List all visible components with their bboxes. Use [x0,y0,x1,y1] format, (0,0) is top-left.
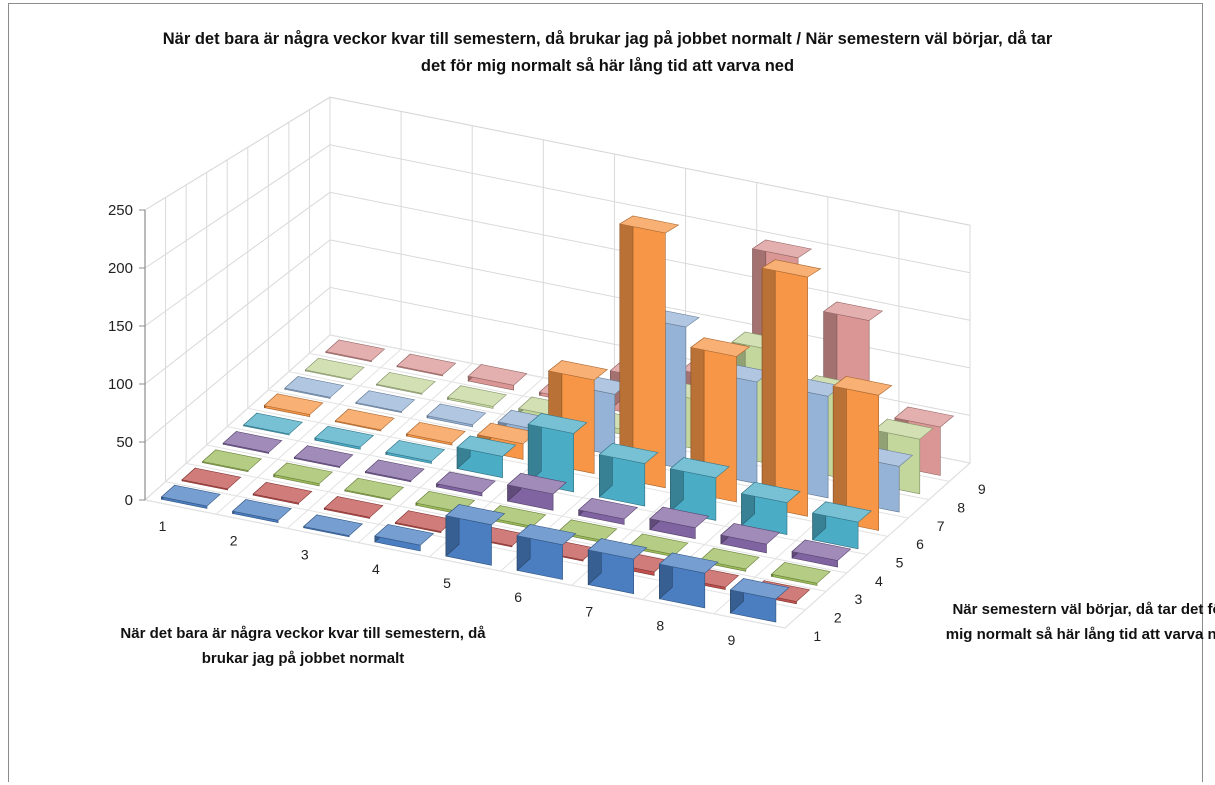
y-tick-label: 1 [813,628,821,644]
z-tick-label: 0 [125,492,133,509]
bar-x2-y6 [334,408,395,432]
gridline [358,377,544,544]
bar-x8-y5 [740,481,801,535]
bar-x6-y4 [578,497,639,525]
bar-x6-y1 [516,523,577,580]
chart-title: När det bara är några veckor kvar till s… [162,30,1053,75]
bar-x4-y1 [374,523,435,552]
x-tick-label: 8 [656,618,664,634]
gridline [286,363,473,529]
y-tick-label: 5 [896,555,904,571]
y-tick-label: 6 [916,536,924,552]
bar-x9-y1 [729,577,790,623]
bar-x4-y2 [394,510,455,534]
bar-x3-y4 [364,459,425,483]
x-tick-label: 7 [585,603,593,619]
gridline [206,444,847,574]
bar-x5-y4 [506,472,567,511]
bar-x4-y5 [456,435,517,479]
bar-x7-y5 [669,456,730,521]
x-tick-label: 9 [728,632,736,648]
bar-x9-y4 [791,539,852,568]
x-axis-ticks: 1 2 3 4 5 6 7 8 9 [159,518,736,648]
z-tick-label: 100 [108,376,133,393]
gridline [186,462,827,592]
gridline [144,499,786,629]
bar-x4-y4 [435,471,496,497]
x-tick-label: 2 [230,532,238,548]
x-tick-label: 1 [159,518,167,534]
bars [160,215,955,623]
bar-x1-y3 [201,449,262,473]
bar-x1-y8 [304,357,365,381]
bar-x1-y2 [181,467,242,491]
bar-x2-y8 [375,371,436,395]
bar-x3-y5 [385,439,446,464]
bar-x2-y5 [314,425,375,450]
bar-x2-y3 [273,462,334,487]
y-axis-title: När semestern väl börjar, då tar det för… [945,601,1215,643]
bar-x1-y9 [325,339,386,363]
bar-x5-y3 [486,504,547,529]
bar-x1-y7 [284,375,345,399]
bar-x3-y6 [405,421,466,446]
bar-x1-y1 [160,484,221,509]
z-tick-label: 50 [116,434,133,451]
bar-x3-y3 [344,477,405,501]
bar-x6-y6 [618,215,680,489]
gridline [784,462,971,629]
bar-x3-y9 [467,363,528,391]
y-tick-label: 9 [978,481,986,497]
x-tick-label: 6 [514,589,522,605]
x-tick-label: 3 [301,547,309,563]
bar-x3-y7 [426,403,487,428]
x-axis-title: När det bara är några veckor kvar till s… [120,625,486,667]
bar-x7-y4 [649,506,710,540]
bar-x8-y1 [658,552,719,609]
bar-x9-y6 [832,375,893,531]
y-tick-label: 8 [957,500,965,516]
z-tick-label: 150 [108,318,133,335]
bar-x1-y5 [243,412,304,436]
bar-x2-y4 [293,445,354,468]
x-tick-label: 5 [443,575,451,591]
bar-x2-y1 [231,498,292,523]
bar-x5-y1 [445,503,506,566]
y-tick-label: 4 [875,573,883,589]
gridline [144,334,331,501]
y-tick-label: 2 [834,610,842,626]
bar-x2-y2 [252,481,313,505]
bar-x2-y7 [355,390,416,413]
bar-x3-y2 [323,495,384,519]
y-tick-label: 7 [937,518,945,534]
bar-x7-y1 [587,537,648,595]
bar-x8-y4 [720,522,781,554]
bar-x2-y9 [396,353,457,377]
z-axis-ticks: 0 50 100 150 200 250 [108,202,146,509]
y-tick-label: 3 [854,591,862,607]
bar-x3-y1 [303,514,364,538]
bar-x1-y4 [222,430,283,454]
bar-x8-y6 [761,259,822,517]
z-tick-label: 250 [108,202,133,219]
gridline [215,348,402,515]
z-tick-label: 200 [108,260,133,277]
bar-x1-y6 [263,393,324,418]
bar-x9-y3 [770,561,831,586]
bar-x6-y5 [598,442,659,507]
x-tick-label: 4 [372,561,380,577]
bar-x3-y8 [446,385,507,409]
bar-x9-y5 [811,501,872,550]
